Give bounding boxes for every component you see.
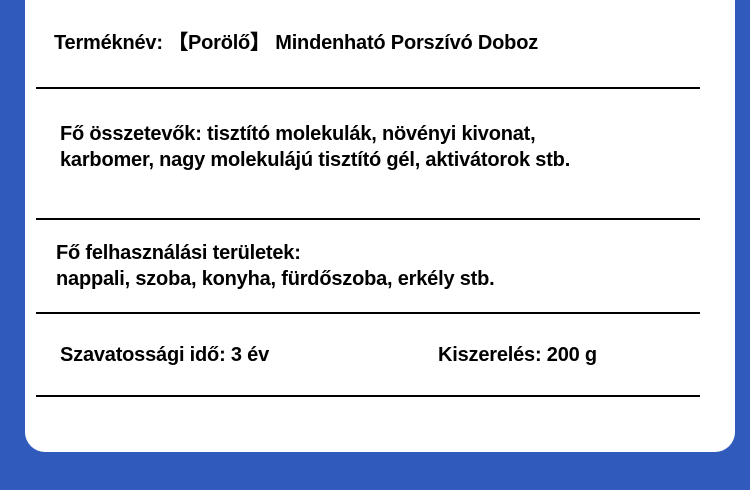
divider [36,218,700,220]
divider [36,312,700,314]
info-card [25,0,735,452]
ingredients-line-1: Fő összetevők: tisztító molekulák, növén… [60,123,536,145]
package-size: Kiszerelés: 200 g [438,344,597,366]
usage-line-2: nappali, szoba, konyha, fürdőszoba, erké… [56,268,495,290]
ingredients-line-2: karbomer, nagy molekulájú tisztító gél, … [60,149,571,171]
usage-line-1: Fő felhasználási területek: [56,242,301,264]
divider [36,87,700,89]
product-name: Terméknév: 【Porölő】 Mindenható Porszívó … [54,32,539,54]
divider [36,395,700,397]
shelf-life: Szavatossági idő: 3 év [60,344,270,366]
